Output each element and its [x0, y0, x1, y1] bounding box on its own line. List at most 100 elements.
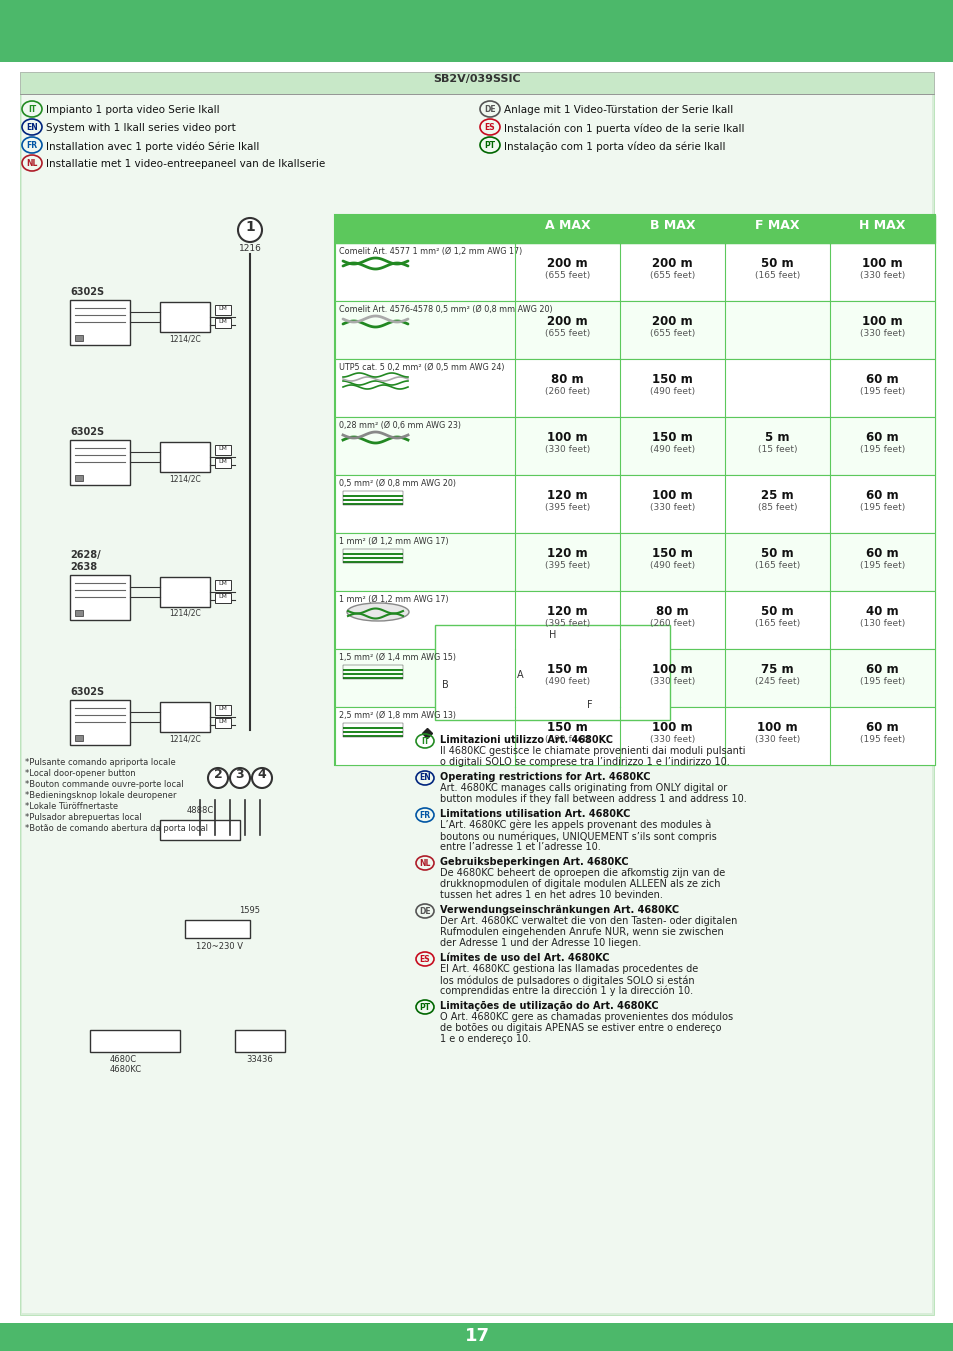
Text: 60 m: 60 m — [865, 547, 898, 561]
Text: LM: LM — [218, 459, 227, 463]
Text: 200 m: 200 m — [547, 315, 587, 328]
Bar — [343, 723, 402, 738]
Bar — [20, 72, 933, 95]
Bar — [335, 648, 934, 707]
Text: der Adresse 1 und der Adresse 10 liegen.: der Adresse 1 und der Adresse 10 liegen. — [439, 938, 640, 948]
Text: LM: LM — [218, 581, 227, 586]
Text: Gebruiksbeperkingen Art. 4680KC: Gebruiksbeperkingen Art. 4680KC — [439, 857, 628, 867]
Text: 6302S: 6302S — [70, 688, 104, 697]
Bar — [435, 626, 669, 720]
Bar — [214, 458, 231, 467]
Bar — [343, 561, 402, 563]
Text: (490 feet): (490 feet) — [544, 735, 590, 744]
Text: 100 m: 100 m — [652, 663, 692, 676]
Text: (330 feet): (330 feet) — [544, 444, 590, 454]
Text: IT: IT — [420, 736, 429, 746]
Text: A: A — [517, 670, 523, 680]
Text: De 4680KC beheert de oproepen die afkomstig zijn van de: De 4680KC beheert de oproepen die afkoms… — [439, 867, 724, 878]
Text: 150 m: 150 m — [652, 431, 692, 444]
Text: 33436: 33436 — [247, 1055, 274, 1065]
Text: Art. 4680KC manages calls originating from ONLY digital or: Art. 4680KC manages calls originating fr… — [439, 784, 726, 793]
Text: (330 feet): (330 feet) — [754, 735, 800, 744]
Bar — [214, 593, 231, 603]
Text: 60 m: 60 m — [865, 663, 898, 676]
Text: Verwendungseinschränkungen Art. 4680KC: Verwendungseinschränkungen Art. 4680KC — [439, 905, 679, 915]
Text: LM: LM — [218, 446, 227, 451]
Text: FR: FR — [419, 811, 430, 820]
Bar — [335, 534, 934, 590]
Text: drukknopmodulen of digitale modulen ALLEEN als ze zich: drukknopmodulen of digitale modulen ALLE… — [439, 880, 720, 889]
Bar — [90, 1029, 180, 1052]
Text: 2: 2 — [213, 767, 222, 781]
Text: 60 m: 60 m — [865, 721, 898, 734]
Text: F MAX: F MAX — [755, 219, 799, 232]
Bar — [214, 580, 231, 590]
Text: (330 feet): (330 feet) — [859, 330, 904, 338]
Text: Comelit Art. 4577 1 mm² (Ø 1,2 mm AWG 17): Comelit Art. 4577 1 mm² (Ø 1,2 mm AWG 17… — [338, 247, 521, 255]
Text: 1214/2C: 1214/2C — [169, 474, 201, 484]
Text: (195 feet): (195 feet) — [859, 444, 904, 454]
Text: 150 m: 150 m — [652, 373, 692, 386]
Text: 200 m: 200 m — [547, 257, 587, 270]
Text: (15 feet): (15 feet) — [757, 444, 797, 454]
Text: 120 m: 120 m — [547, 489, 587, 503]
Text: (195 feet): (195 feet) — [859, 386, 904, 396]
Bar — [214, 305, 231, 315]
Text: button modules if they fall between address 1 and address 10.: button modules if they fall between addr… — [439, 794, 746, 804]
Text: Instalação com 1 porta vídeo da série Ikall: Instalação com 1 porta vídeo da série Ik… — [503, 141, 724, 151]
Bar — [160, 703, 210, 732]
Text: LM: LM — [218, 319, 227, 324]
Text: los módulos de pulsadores o digitales SOLO si están: los módulos de pulsadores o digitales SO… — [439, 975, 694, 985]
Text: EN: EN — [418, 774, 431, 782]
Text: (165 feet): (165 feet) — [754, 619, 800, 628]
Text: (330 feet): (330 feet) — [649, 503, 695, 512]
Text: Límites de uso del Art. 4680KC: Límites de uso del Art. 4680KC — [439, 952, 609, 963]
Text: 100 m: 100 m — [547, 431, 587, 444]
Bar — [185, 920, 250, 938]
Text: 100 m: 100 m — [652, 489, 692, 503]
Text: 50 m: 50 m — [760, 605, 793, 617]
Bar — [343, 557, 402, 559]
Bar — [335, 359, 934, 417]
Text: (165 feet): (165 feet) — [754, 272, 800, 280]
Text: 50 m: 50 m — [760, 547, 793, 561]
Text: NL: NL — [27, 158, 38, 168]
Text: LM: LM — [218, 594, 227, 598]
Text: (260 feet): (260 feet) — [649, 619, 695, 628]
Bar — [335, 417, 934, 476]
Text: *Bouton commande ouvre-porte local: *Bouton commande ouvre-porte local — [25, 780, 183, 789]
Text: (655 feet): (655 feet) — [544, 272, 590, 280]
Text: Operating restrictions for Art. 4680KC: Operating restrictions for Art. 4680KC — [439, 771, 650, 782]
Bar — [343, 490, 402, 505]
Text: *Botão de comando abertura da porta local: *Botão de comando abertura da porta loca… — [25, 824, 208, 834]
Bar — [343, 503, 402, 505]
Bar — [343, 673, 402, 676]
Text: Installatie met 1 video-entreepaneel van de Ikallserie: Installatie met 1 video-entreepaneel van… — [46, 159, 325, 169]
Bar — [343, 669, 402, 671]
Text: SB2V/039SSIC: SB2V/039SSIC — [433, 74, 520, 84]
Text: 150 m: 150 m — [547, 721, 587, 734]
Text: 6302S: 6302S — [70, 286, 104, 297]
Text: 0,5 mm² (Ø 0,8 mm AWG 20): 0,5 mm² (Ø 0,8 mm AWG 20) — [338, 480, 456, 488]
Text: ES: ES — [484, 123, 495, 131]
Circle shape — [208, 767, 228, 788]
Text: 4680C
4680KC: 4680C 4680KC — [110, 1055, 142, 1074]
Text: 1214/2C: 1214/2C — [169, 334, 201, 343]
Text: 2628/
2638: 2628/ 2638 — [70, 550, 100, 571]
Bar — [160, 820, 240, 840]
Text: DE: DE — [418, 907, 431, 916]
Bar — [214, 717, 231, 728]
Text: 40 m: 40 m — [865, 605, 898, 617]
Text: DE: DE — [484, 104, 496, 113]
Bar — [0, 0, 953, 62]
Text: boutons ou numériques, UNIQUEMENT s’ils sont compris: boutons ou numériques, UNIQUEMENT s’ils … — [439, 831, 716, 842]
Text: 1214/2C: 1214/2C — [169, 734, 201, 743]
Text: 150 m: 150 m — [652, 547, 692, 561]
Text: O Art. 4680KC gere as chamadas provenientes dos módulos: O Art. 4680KC gere as chamadas provenien… — [439, 1012, 732, 1023]
Bar — [343, 731, 402, 734]
Text: 4888C: 4888C — [186, 807, 213, 815]
Text: 1 mm² (Ø 1,2 mm AWG 17): 1 mm² (Ø 1,2 mm AWG 17) — [338, 594, 448, 604]
Text: LM: LM — [218, 719, 227, 724]
Text: *Pulsante comando apriporta locale: *Pulsante comando apriporta locale — [25, 758, 175, 767]
Bar — [335, 707, 934, 765]
